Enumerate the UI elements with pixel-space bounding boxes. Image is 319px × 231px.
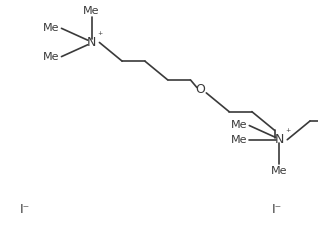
Text: Me: Me (271, 166, 288, 176)
Text: N: N (87, 36, 96, 49)
Text: ⁺: ⁺ (286, 128, 291, 138)
Text: O: O (195, 83, 205, 96)
Text: N: N (275, 133, 284, 146)
Text: I⁻: I⁻ (20, 203, 30, 216)
Text: Me: Me (43, 52, 59, 62)
Text: Me: Me (231, 120, 247, 130)
Text: ⁺: ⁺ (98, 31, 103, 41)
Text: Me: Me (83, 6, 100, 15)
Text: Me: Me (43, 23, 59, 33)
Text: Me: Me (231, 135, 247, 145)
Text: I⁻: I⁻ (271, 203, 282, 216)
